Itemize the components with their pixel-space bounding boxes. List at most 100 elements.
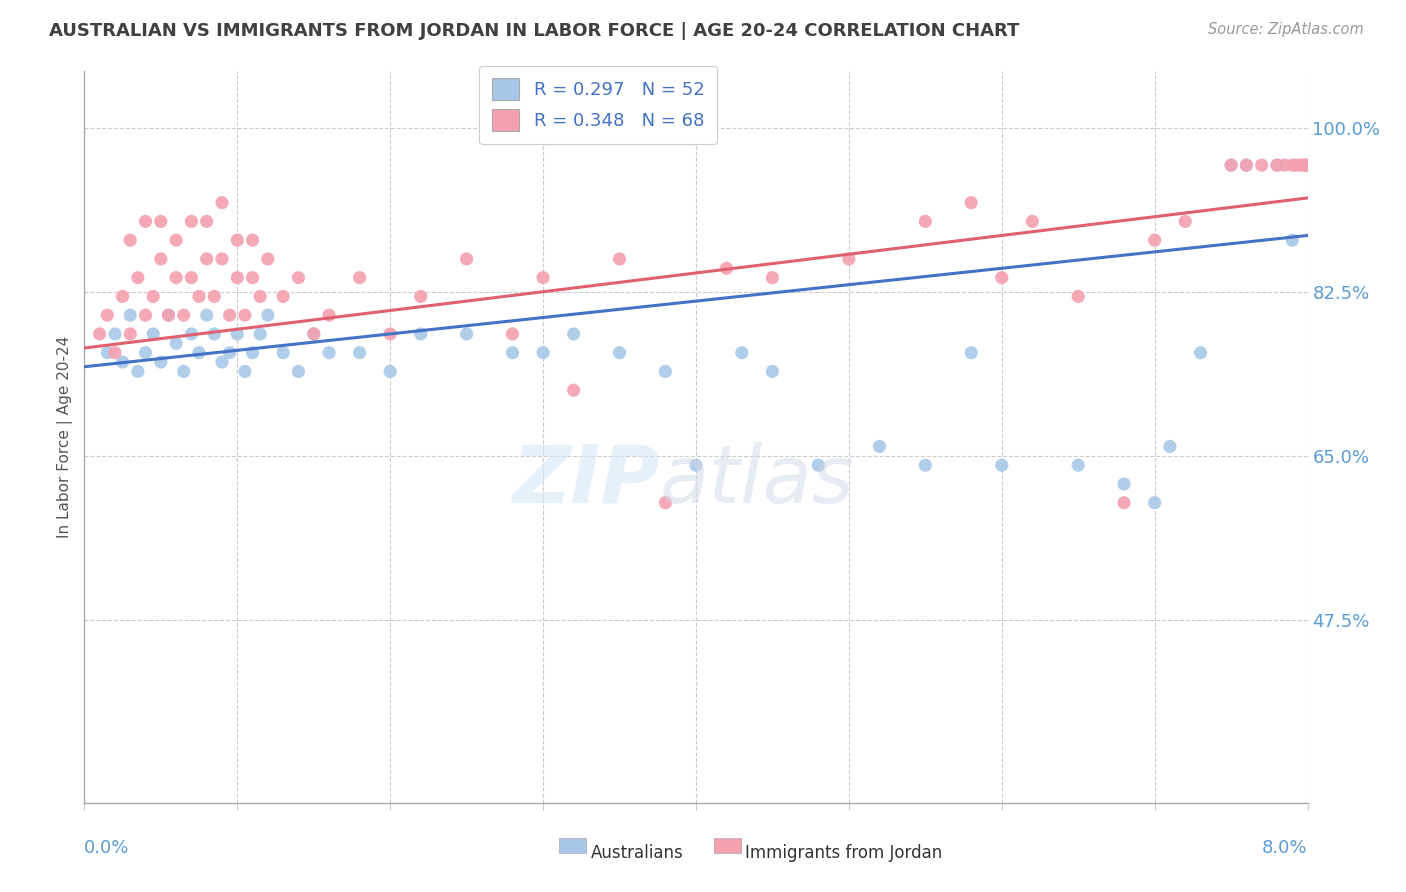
Point (142, 289, 165, 303)
Point (318, 345, 340, 359)
Point (218, 345, 240, 359)
Point (195, 214, 218, 228)
Point (960, 345, 983, 359)
Point (1274, 158, 1296, 172)
Point (211, 355, 233, 369)
Point (249, 326, 271, 341)
Point (211, 195, 233, 210)
Point (135, 308, 157, 322)
Point (991, 458, 1014, 473)
Point (257, 252, 280, 266)
Point (685, 458, 707, 473)
Point (409, 326, 432, 341)
Point (226, 270, 249, 285)
Point (226, 233, 249, 247)
Point (226, 326, 249, 341)
Point (914, 458, 936, 473)
Point (716, 261, 738, 276)
Point (807, 458, 830, 473)
Point (165, 270, 187, 285)
Point (349, 345, 371, 359)
Point (1295, 158, 1317, 172)
Point (127, 270, 149, 285)
Point (180, 270, 202, 285)
Point (1292, 158, 1315, 172)
Point (165, 233, 187, 247)
Point (149, 252, 172, 266)
Point (1067, 458, 1090, 473)
Point (135, 214, 157, 228)
Point (287, 270, 309, 285)
Point (1236, 158, 1258, 172)
Point (562, 326, 585, 341)
FancyBboxPatch shape (560, 838, 586, 853)
Text: AUSTRALIAN VS IMMIGRANTS FROM JORDAN IN LABOR FORCE | AGE 20-24 CORRELATION CHAR: AUSTRALIAN VS IMMIGRANTS FROM JORDAN IN … (49, 22, 1019, 40)
Point (409, 289, 432, 303)
Point (233, 308, 256, 322)
Legend: R = 0.297   N = 52, R = 0.348   N = 68: R = 0.297 N = 52, R = 0.348 N = 68 (479, 66, 717, 145)
Point (531, 270, 554, 285)
Point (1220, 158, 1243, 172)
Point (135, 345, 157, 359)
Point (1289, 158, 1312, 172)
Point (89, 326, 111, 341)
Point (318, 308, 340, 322)
Text: 0.0%: 0.0% (84, 839, 129, 857)
Text: Source: ZipAtlas.com: Source: ZipAtlas.com (1208, 22, 1364, 37)
Point (173, 364, 195, 378)
Point (218, 308, 240, 322)
Point (1265, 158, 1288, 172)
Point (1281, 158, 1303, 172)
Point (838, 252, 860, 266)
Point (111, 355, 134, 369)
Point (1284, 158, 1306, 172)
Point (188, 345, 211, 359)
Point (1114, 477, 1136, 491)
Point (195, 308, 218, 322)
Point (1189, 345, 1212, 359)
Point (761, 364, 783, 378)
Point (271, 345, 294, 359)
Point (761, 270, 783, 285)
Point (1294, 158, 1316, 172)
Point (157, 308, 180, 322)
Point (562, 383, 585, 397)
Point (127, 364, 149, 378)
Point (1067, 289, 1090, 303)
Point (1021, 214, 1043, 228)
Point (502, 345, 524, 359)
FancyBboxPatch shape (714, 838, 741, 853)
Point (731, 345, 754, 359)
Point (149, 214, 172, 228)
Point (1296, 158, 1319, 172)
Point (165, 336, 187, 351)
Point (654, 496, 676, 510)
Point (502, 326, 524, 341)
Point (456, 326, 478, 341)
Point (173, 308, 195, 322)
Y-axis label: In Labor Force | Age 20-24: In Labor Force | Age 20-24 (58, 336, 73, 538)
Point (271, 289, 294, 303)
Point (242, 270, 264, 285)
Point (380, 326, 402, 341)
Point (96, 308, 118, 322)
Point (242, 345, 264, 359)
Point (302, 326, 325, 341)
Point (257, 308, 280, 322)
Point (120, 308, 142, 322)
Point (120, 326, 142, 341)
Point (1174, 214, 1197, 228)
Point (531, 345, 554, 359)
Point (914, 214, 936, 228)
Point (302, 326, 325, 341)
Point (249, 289, 271, 303)
Point (120, 233, 142, 247)
Point (1220, 158, 1243, 172)
Point (104, 345, 127, 359)
Point (609, 252, 631, 266)
Point (1236, 158, 1258, 172)
Text: 8.0%: 8.0% (1263, 839, 1308, 857)
Point (211, 252, 233, 266)
Point (180, 214, 202, 228)
Point (380, 364, 402, 378)
